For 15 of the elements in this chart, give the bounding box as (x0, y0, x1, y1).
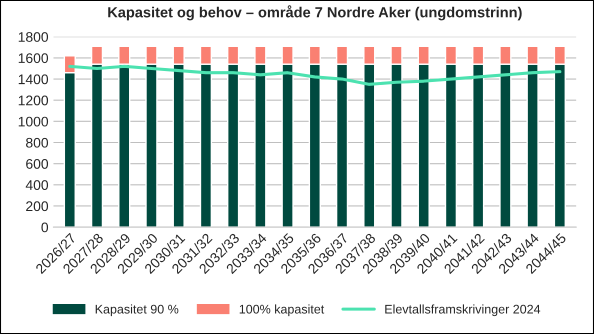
y-tick-label: 800 (26, 138, 48, 148)
y-tick-label: 1400 (18, 74, 48, 84)
y-tick-label: 1800 (18, 32, 48, 42)
y-tick-label: 600 (26, 158, 48, 169)
y-tick-label: 1600 (18, 53, 48, 64)
line-series (68, 64, 562, 86)
y-tick-label: 0 (41, 222, 48, 232)
legend-label: 100% kapasitet (240, 304, 324, 316)
legend-label: Kapasitet 90 % (96, 304, 178, 316)
y-tick-label: 1200 (18, 96, 48, 106)
chart-title: Kapasitet og behov – område 7 Nordre Aker (ungdomstrinn) (108, 5, 522, 20)
y-tick-label: 400 (26, 180, 48, 190)
legend-label: Elevtallsframskrivinger 2024 (385, 304, 540, 316)
y-tick-label: 200 (26, 201, 48, 212)
y-tick-label: 1000 (18, 116, 48, 127)
